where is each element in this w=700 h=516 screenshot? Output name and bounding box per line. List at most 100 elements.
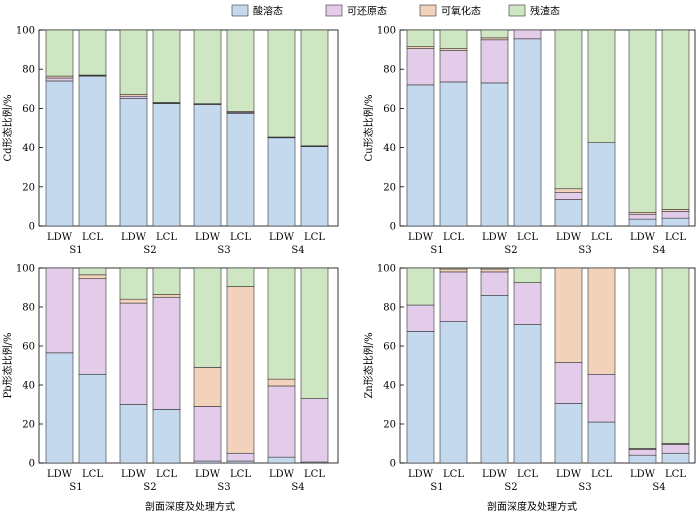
bar-segment-2-0-2 (193, 367, 222, 407)
bar-segment-0-1-3 (78, 267, 107, 276)
x-tick-label: LCL (156, 469, 177, 480)
bar-segment-0-0-1 (45, 77, 74, 82)
legend: 酸溶态 可还原态 可氧化态 残渣态 (231, 4, 560, 18)
bar-segment-1-0-1 (480, 39, 509, 84)
group-label: S2 (143, 245, 156, 256)
x-tick-label: LDW (47, 469, 73, 480)
y-axis-label: Cu形态比例/% (362, 95, 375, 162)
bar-segment-0-0-1 (406, 48, 435, 86)
bar-segment-2-0-3 (193, 29, 222, 104)
bar-segment-0-1-3 (439, 267, 468, 270)
x-tick-label: LCL (82, 232, 103, 243)
bar-segment-0-0-3 (45, 29, 74, 77)
legend-swatch-2 (419, 4, 437, 17)
x-tick-label: LDW (47, 232, 73, 243)
y-tick-label: 60 (22, 104, 35, 115)
x-tick-label: LDW (556, 232, 582, 243)
bar-segment-1-0-3 (480, 267, 509, 270)
y-tick-label: 40 (383, 143, 396, 154)
bar-segment-0-0-0 (45, 80, 74, 227)
bar-segment-0-0-1 (406, 304, 435, 332)
y-tick-label: 60 (22, 342, 35, 353)
group-label: S4 (652, 245, 665, 256)
group-label: S1 (69, 245, 82, 256)
bar-segment-1-0-0 (480, 294, 509, 464)
y-tick-label: 100 (16, 264, 35, 275)
y-tick-label: 20 (383, 420, 396, 431)
bar-segment-0-1-3 (78, 29, 107, 76)
y-tick-label: 100 (16, 26, 35, 37)
bar-segment-2-0-1 (193, 406, 222, 462)
bar-segment-0-0-3 (406, 267, 435, 306)
y-tick-label: 40 (22, 143, 35, 154)
group-label: S2 (504, 482, 517, 493)
bar-segment-0-1-0 (78, 373, 107, 464)
bar-segment-2-1-3 (587, 29, 616, 143)
bar-segment-3-0-1 (628, 213, 657, 220)
bar-segment-2-0-1 (554, 362, 583, 404)
group-label: S3 (578, 245, 591, 256)
bar-segment-2-1-3 (226, 267, 255, 287)
x-tick-label: LDW (482, 232, 508, 243)
bar-segment-1-1-3 (152, 29, 181, 103)
group-label: S4 (652, 482, 665, 493)
bar-segment-0-0-0 (45, 352, 74, 464)
bar-segment-2-0-2 (554, 188, 583, 193)
bar-segment-2-0-3 (554, 29, 583, 190)
bar-segment-1-0-1 (480, 271, 509, 296)
bar-segment-1-0-3 (480, 29, 509, 39)
bar-segment-1-0-0 (119, 404, 148, 464)
bar-segment-1-0-1 (119, 95, 148, 99)
y-tick-label: 80 (383, 65, 396, 76)
bar-segment-1-1-0 (513, 38, 542, 227)
y-tick-label: 40 (383, 381, 396, 392)
bar-segment-3-0-3 (628, 267, 657, 449)
bar-segment-3-0-0 (628, 218, 657, 227)
bar-segment-2-1-2 (226, 286, 255, 454)
x-axis-title-left: 剖面深度及处理方式 (145, 500, 235, 513)
bar-segment-2-1-1 (587, 373, 616, 423)
bar-segment-0-1-0 (78, 75, 107, 227)
x-axis-title-right: 剖面深度及处理方式 (487, 500, 577, 513)
group-label: S4 (291, 482, 304, 493)
y-tick-label: 100 (377, 26, 396, 37)
x-tick-label: LDW (195, 232, 221, 243)
group-label: S3 (217, 482, 230, 493)
bar-segment-2-0-0 (554, 199, 583, 227)
bar-segment-0-1-1 (439, 271, 468, 322)
bar-segment-3-0-2 (267, 378, 296, 387)
y-tick-label: 20 (22, 420, 35, 431)
y-axis-label: Zn形态比例/% (362, 332, 375, 398)
legend-swatch-3 (508, 4, 526, 17)
y-tick-label: 0 (29, 459, 35, 470)
bar-segment-3-1-1 (300, 398, 329, 463)
bar-segment-0-0-0 (406, 331, 435, 464)
x-tick-label: LDW (482, 469, 508, 480)
plot-frame (399, 267, 696, 464)
bar-segment-1-0-0 (119, 98, 148, 227)
group-label: S3 (217, 245, 230, 256)
bar-segment-2-1-3 (226, 29, 255, 112)
x-tick-label: LDW (121, 469, 147, 480)
x-tick-label: LCL (591, 232, 612, 243)
bar-segment-3-0-3 (267, 29, 296, 138)
bar-segment-3-0-0 (267, 456, 296, 464)
bar-segment-3-0-3 (267, 267, 296, 380)
bar-segment-0-1-0 (439, 321, 468, 464)
group-label: S4 (291, 245, 304, 256)
bar-segment-1-1-2 (152, 294, 181, 298)
bar-segment-2-1-1 (226, 452, 255, 462)
y-axis-label: Cd形态比例/% (1, 95, 14, 162)
legend-label-2: 可氧化态 (441, 5, 481, 18)
plot-frame (38, 29, 339, 227)
bar-segment-1-1-3 (152, 267, 181, 295)
bar-segment-2-0-3 (193, 267, 222, 368)
y-tick-label: 80 (383, 303, 396, 314)
bar-segment-1-0-3 (119, 267, 148, 300)
bar-segment-1-0-2 (119, 298, 148, 304)
bar-segment-3-0-3 (628, 29, 657, 213)
x-tick-label: LCL (443, 232, 464, 243)
bar-segment-1-0-2 (480, 268, 509, 273)
